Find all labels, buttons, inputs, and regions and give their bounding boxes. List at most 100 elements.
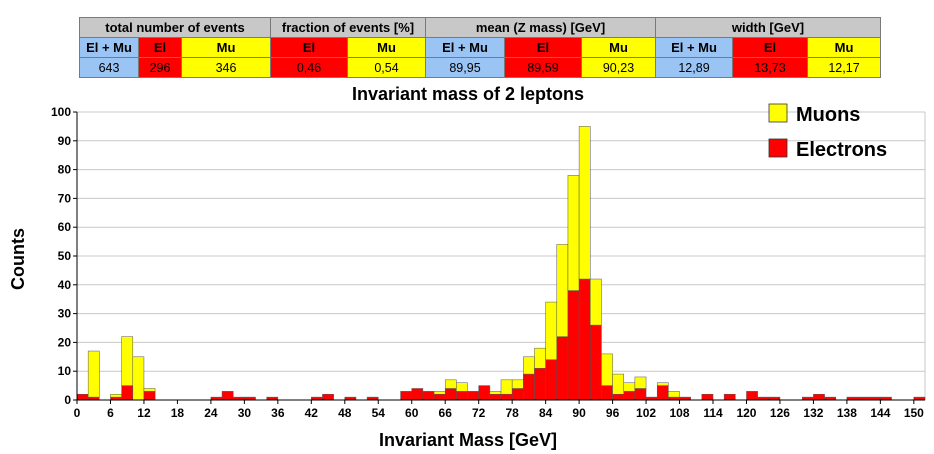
subheader-cell: El	[270, 37, 348, 58]
value-cell: 90,23	[581, 57, 656, 78]
subheader-cell: El	[138, 37, 182, 58]
x-tick-label: 18	[171, 406, 185, 420]
chart-title: Invariant mass of 2 leptons	[352, 84, 584, 104]
electron-bar	[634, 388, 647, 401]
subheader-cell: El	[732, 37, 808, 58]
electron-bar	[545, 359, 558, 401]
muon-bar	[556, 244, 569, 337]
electron-bar	[813, 393, 825, 401]
muon-bar	[668, 391, 680, 398]
y-tick-label: 0	[64, 393, 71, 407]
muon-bar	[121, 336, 134, 386]
electron-bar	[76, 393, 89, 401]
muon-bar	[132, 356, 145, 401]
x-tick-label: 30	[238, 406, 252, 420]
y-tick-labels: 0 10 20 30 40 50 60 70 80 90 100	[51, 105, 71, 407]
y-tick-label: 20	[58, 335, 72, 349]
value-cell: 13,73	[732, 57, 808, 78]
axes	[73, 111, 925, 404]
electron-bar	[322, 393, 334, 401]
electron-bar	[489, 393, 502, 401]
electron-bar	[523, 373, 535, 401]
electron-bar	[723, 393, 736, 401]
muon-bar	[634, 376, 647, 389]
subheader-cell: El + Mu	[425, 37, 505, 58]
x-tick-label: 150	[904, 406, 924, 420]
muon-bar	[444, 379, 457, 389]
x-tick-label: 72	[472, 406, 486, 420]
electron-bar	[578, 278, 591, 401]
muon-bar	[545, 301, 558, 360]
summary-group-header-row: total number of events fraction of event…	[79, 17, 881, 38]
y-tick-label: 30	[58, 307, 72, 321]
muon-bar	[601, 353, 613, 386]
x-tick-label: 96	[606, 406, 620, 420]
x-tick-label: 0	[74, 406, 81, 420]
electron-bar	[456, 391, 468, 401]
histogram-chart: Invariant mass of 2 leptons 010203040506…	[8, 84, 926, 450]
x-tick-label: 78	[505, 406, 519, 420]
y-tick-label: 60	[58, 220, 72, 234]
subheader-cell: Mu	[181, 37, 271, 58]
electron-bar	[511, 388, 524, 401]
y-tick-label: 10	[58, 364, 72, 378]
muon-bar	[567, 175, 580, 291]
x-tick-label: 108	[670, 406, 690, 420]
subheader-cell: Mu	[347, 37, 426, 58]
subheader-cell: El + Mu	[79, 37, 139, 58]
legend-swatch-electrons	[768, 138, 788, 158]
legend-label-electrons: Electrons	[796, 139, 887, 161]
electron-bar	[143, 391, 156, 401]
electron-bar	[478, 385, 491, 401]
electron-bar	[567, 290, 580, 401]
electron-bar	[121, 385, 134, 401]
electron-bar	[746, 391, 758, 401]
muon-bar	[590, 278, 602, 326]
muon-bar	[489, 391, 502, 395]
x-tick-label: 90	[572, 406, 586, 420]
x-tick-label: 144	[870, 406, 890, 420]
group-total-events: total number of events	[79, 17, 271, 38]
y-tick-label: 40	[58, 278, 72, 292]
legend-label-muons: Muons	[796, 104, 860, 126]
x-tick-label: 126	[770, 406, 790, 420]
x-tick-label: 48	[338, 406, 352, 420]
value-cell: 12,89	[655, 57, 733, 78]
value-cell: 0,46	[270, 57, 348, 78]
electron-bar	[701, 393, 714, 401]
value-cell: 0,54	[347, 57, 426, 78]
value-cell: 296	[138, 57, 182, 78]
electron-bar	[612, 393, 624, 401]
muon-bar	[623, 382, 636, 392]
electron-bar	[444, 388, 457, 401]
electron-bar	[400, 391, 412, 401]
y-tick-label: 80	[58, 163, 72, 177]
x-tick-label: 36	[271, 406, 285, 420]
value-cell: 346	[181, 57, 271, 78]
electron-bar	[422, 391, 435, 401]
electron-bar	[221, 391, 234, 401]
x-tick-label: 132	[803, 406, 823, 420]
x-tick-label: 102	[636, 406, 656, 420]
muon-bar	[523, 356, 535, 375]
subheader-cell: Mu	[807, 37, 881, 58]
electron-bar	[534, 368, 546, 401]
x-tick-labels: 0 6 12 18 24 30 36 42 48 54 60 66 72 78 84 90 96 102 108 11…	[74, 406, 925, 420]
x-axis-label: Invariant Mass [GeV]	[379, 430, 557, 450]
x-tick-label: 12	[137, 406, 151, 420]
value-cell: 643	[79, 57, 139, 78]
x-tick-label: 60	[405, 406, 419, 420]
muon-bar	[110, 393, 122, 398]
x-tick-label: 114	[703, 406, 723, 420]
muon-bar	[534, 347, 546, 369]
muon-bar	[612, 373, 624, 395]
legend: Muons Electrons	[768, 103, 887, 161]
muon-bar	[433, 391, 446, 395]
x-tick-label: 24	[204, 406, 218, 420]
muon-bar	[511, 379, 524, 389]
muon-bar	[578, 126, 591, 280]
electron-bar	[433, 393, 446, 401]
x-tick-label: 66	[439, 406, 453, 420]
electron-bar	[656, 385, 669, 401]
y-tick-label: 90	[58, 134, 72, 148]
